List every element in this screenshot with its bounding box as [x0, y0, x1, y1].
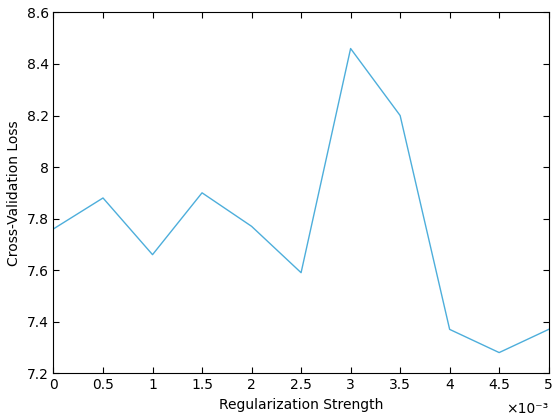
X-axis label: Regularization Strength: Regularization Strength: [219, 398, 383, 412]
Y-axis label: Cross-Validation Loss: Cross-Validation Loss: [7, 120, 21, 265]
Text: ×10⁻³: ×10⁻³: [506, 402, 549, 416]
